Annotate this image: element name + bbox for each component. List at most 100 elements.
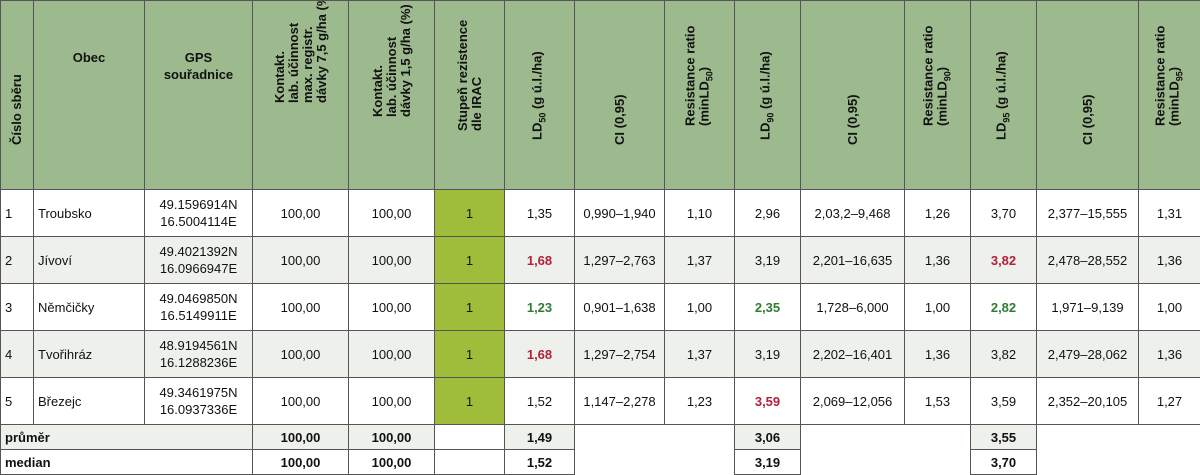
cell-ci3: 2,377–15,555 <box>1037 190 1139 237</box>
summary-label: průměr <box>1 425 253 450</box>
summary-k75: 100,00 <box>253 425 349 450</box>
col-ld90-header: LD90 (g ú.l./ha) <box>735 1 801 190</box>
cell-ld50: 1,23 <box>505 284 575 331</box>
cell-ld50: 1,68 <box>505 237 575 284</box>
col-rr95-header: Resistance ratio(minLD95) <box>1139 1 1200 190</box>
cell-ld95: 2,82 <box>971 284 1037 331</box>
cell-rr95: 1,27 <box>1139 378 1200 425</box>
summary-ld95: 3,70 <box>971 450 1037 475</box>
cell-ci2: 2,201–16,635 <box>801 237 905 284</box>
summary-ld50: 1,52 <box>505 450 575 475</box>
cell-k15: 100,00 <box>349 284 435 331</box>
cell-rr50: 1,00 <box>665 284 735 331</box>
cell-rr95: 1,00 <box>1139 284 1200 331</box>
cell-ld95: 3,82 <box>971 331 1037 378</box>
cell-irac: 1 <box>435 190 505 237</box>
cell-cislo: 2 <box>1 237 34 284</box>
summary-ld95: 3,55 <box>971 425 1037 450</box>
cell-obec: Tvořihráz <box>34 331 145 378</box>
cell-ci1: 0,990–1,940 <box>575 190 665 237</box>
cell-cislo: 1 <box>1 190 34 237</box>
cell-k15: 100,00 <box>349 190 435 237</box>
summary-blank <box>575 450 735 475</box>
cell-ld90: 3,19 <box>735 331 801 378</box>
cell-rr90: 1,36 <box>905 331 971 378</box>
summary-k15: 100,00 <box>349 450 435 475</box>
summary-ld90: 3,19 <box>735 450 801 475</box>
col-ci1-header: CI (0,95) <box>575 1 665 190</box>
cell-rr90: 1,53 <box>905 378 971 425</box>
cell-ci2: 1,728–6,000 <box>801 284 905 331</box>
cell-irac: 1 <box>435 331 505 378</box>
cell-k15: 100,00 <box>349 331 435 378</box>
cell-ld95: 3,59 <box>971 378 1037 425</box>
cell-rr95: 1,36 <box>1139 237 1200 284</box>
cell-ld95: 3,70 <box>971 190 1037 237</box>
col-ld95-header: LD95 (g ú.l./ha) <box>971 1 1037 190</box>
cell-ld90: 2,35 <box>735 284 801 331</box>
cell-ci3: 2,352–20,105 <box>1037 378 1139 425</box>
cell-cislo: 3 <box>1 284 34 331</box>
cell-rr50: 1,37 <box>665 331 735 378</box>
cell-ld50: 1,52 <box>505 378 575 425</box>
summary-k15: 100,00 <box>349 425 435 450</box>
cell-irac: 1 <box>435 237 505 284</box>
cell-k75: 100,00 <box>253 190 349 237</box>
cell-rr90: 1,26 <box>905 190 971 237</box>
cell-cislo: 5 <box>1 378 34 425</box>
summary-blank <box>575 425 735 450</box>
summary-blank <box>1037 425 1200 450</box>
cell-ci3: 1,971–9,139 <box>1037 284 1139 331</box>
cell-ci2: 2,069–12,056 <box>801 378 905 425</box>
summary-blank <box>801 450 971 475</box>
cell-ci3: 2,479–28,062 <box>1037 331 1139 378</box>
summary-blank <box>435 425 505 450</box>
cell-ld90: 3,19 <box>735 237 801 284</box>
cell-k75: 100,00 <box>253 378 349 425</box>
cell-k75: 100,00 <box>253 331 349 378</box>
cell-irac: 1 <box>435 378 505 425</box>
cell-ld50: 1,68 <box>505 331 575 378</box>
summary-k75: 100,00 <box>253 450 349 475</box>
cell-rr90: 1,36 <box>905 237 971 284</box>
cell-ci2: 2,202–16,401 <box>801 331 905 378</box>
cell-rr95: 1,31 <box>1139 190 1200 237</box>
cell-k15: 100,00 <box>349 378 435 425</box>
cell-ci2: 2,03,2–9,468 <box>801 190 905 237</box>
col-obec-header: Obec <box>34 1 145 190</box>
col-ci3-header: CI (0,95) <box>1037 1 1139 190</box>
cell-ci1: 1,297–2,754 <box>575 331 665 378</box>
cell-obec: Troubsko <box>34 190 145 237</box>
cell-irac: 1 <box>435 284 505 331</box>
cell-k75: 100,00 <box>253 284 349 331</box>
cell-obec: Němčičky <box>34 284 145 331</box>
cell-ld50: 1,35 <box>505 190 575 237</box>
cell-ld90: 2,96 <box>735 190 801 237</box>
cell-rr95: 1,36 <box>1139 331 1200 378</box>
cell-rr50: 1,23 <box>665 378 735 425</box>
col-rr50-header: Resistance ratio(minLD50) <box>665 1 735 190</box>
cell-ci3: 2,478–28,552 <box>1037 237 1139 284</box>
cell-ld90: 3,59 <box>735 378 801 425</box>
cell-obec: Březejc <box>34 378 145 425</box>
summary-row-prumer: průměr 100,00 100,00 1,49 3,06 3,55 <box>1 425 1200 450</box>
col-ci2-header: CI (0,95) <box>801 1 905 190</box>
summary-ld50: 1,49 <box>505 425 575 450</box>
cell-ci1: 0,901–1,638 <box>575 284 665 331</box>
col-cislo-header: Číslo sběru <box>1 1 34 190</box>
